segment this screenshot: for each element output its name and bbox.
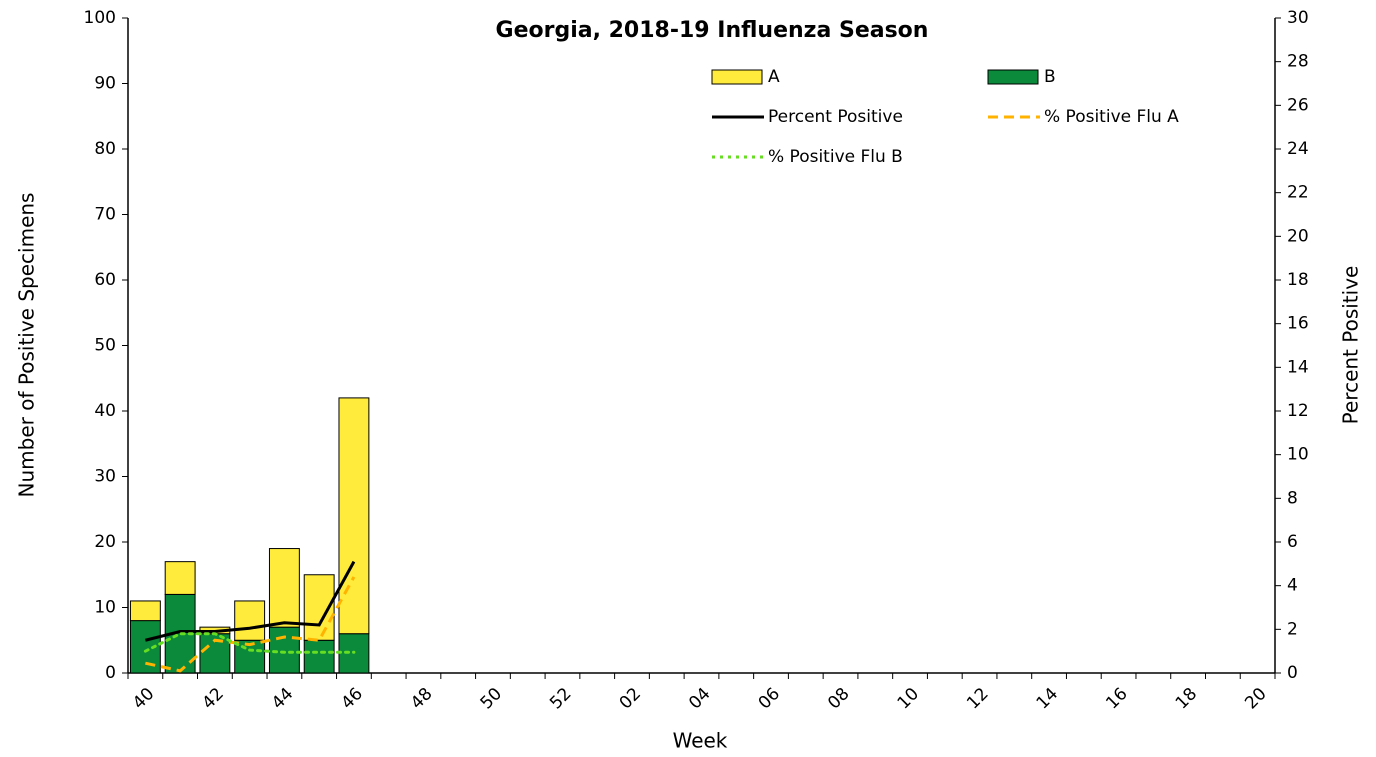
y-tick-label: 0 xyxy=(105,663,116,683)
y2-tick-label: 2 xyxy=(1287,619,1298,639)
x-tick-label: 10 xyxy=(894,684,923,713)
line-series xyxy=(143,632,356,654)
bar-segment xyxy=(268,626,300,674)
x-tick-label: 42 xyxy=(199,684,228,713)
x-tick-label: 08 xyxy=(824,684,853,713)
y2-tick-label: 30 xyxy=(1287,8,1309,28)
bar-segment xyxy=(164,561,196,595)
legend-label: % Positive Flu B xyxy=(768,147,903,167)
x-tick-label: 18 xyxy=(1172,684,1201,713)
x-tick-label: 48 xyxy=(407,684,436,713)
y2-tick-label: 12 xyxy=(1287,401,1309,421)
y-tick-label: 10 xyxy=(94,598,116,618)
legend-label: % Positive Flu A xyxy=(1044,107,1179,127)
x-tick-label: 16 xyxy=(1102,684,1131,713)
x-axis-title: Week xyxy=(673,729,728,753)
legend-label: Percent Positive xyxy=(768,107,903,127)
legend-swatch xyxy=(987,69,1039,85)
y2-tick-label: 24 xyxy=(1287,139,1309,159)
x-tick-label: 12 xyxy=(963,684,992,713)
y-tick-label: 30 xyxy=(94,467,116,487)
y2-tick-label: 28 xyxy=(1287,52,1309,72)
x-tick-label: 14 xyxy=(1033,684,1062,713)
y2-tick-label: 6 xyxy=(1287,532,1298,552)
y-tick-label: 40 xyxy=(94,401,116,421)
y-tick-label: 100 xyxy=(84,8,116,28)
line-series xyxy=(145,560,356,642)
x-tick-label: 50 xyxy=(477,684,506,713)
y-tick-label: 70 xyxy=(94,205,116,225)
y2-tick-label: 14 xyxy=(1287,357,1309,377)
x-tick-label: 20 xyxy=(1241,684,1270,713)
line-series xyxy=(145,576,356,673)
y-tick-label: 90 xyxy=(94,74,116,94)
y2-tick-label: 20 xyxy=(1287,226,1309,246)
y2-tick-label: 16 xyxy=(1287,314,1309,334)
legend-swatch xyxy=(711,69,763,85)
y2-tick-label: 26 xyxy=(1287,95,1309,115)
x-tick-label: 46 xyxy=(338,684,367,713)
y-axis-title: Number of Positive Specimens xyxy=(15,193,39,498)
y-tick-label: 50 xyxy=(94,336,116,356)
chart-title: Georgia, 2018-19 Influenza Season xyxy=(496,18,929,43)
bar-segment xyxy=(303,639,335,674)
legend-label: A xyxy=(768,67,780,87)
bar-segment xyxy=(129,600,161,622)
y-tick-label: 80 xyxy=(94,139,116,159)
bar-segment xyxy=(268,548,300,628)
x-tick-label: 40 xyxy=(129,684,158,713)
x-tick-label: 04 xyxy=(685,684,714,713)
x-tick-label: 02 xyxy=(616,684,645,713)
x-tick-label: 52 xyxy=(546,684,575,713)
y2-tick-label: 10 xyxy=(1287,445,1309,465)
y2-tick-label: 8 xyxy=(1287,488,1298,508)
legend-label: B xyxy=(1044,67,1056,87)
y2-tick-label: 4 xyxy=(1287,576,1298,596)
y2-tick-label: 22 xyxy=(1287,183,1309,203)
y2-tick-label: 0 xyxy=(1287,663,1298,683)
y-tick-label: 20 xyxy=(94,532,116,552)
x-tick-label: 06 xyxy=(755,684,784,713)
y-tick-label: 60 xyxy=(94,270,116,290)
y2-axis-title: Percent Positive xyxy=(1339,266,1363,425)
x-tick-label: 44 xyxy=(268,684,297,713)
bar-segment xyxy=(338,397,370,635)
y2-tick-label: 18 xyxy=(1287,270,1309,290)
bar-segment xyxy=(234,600,266,641)
